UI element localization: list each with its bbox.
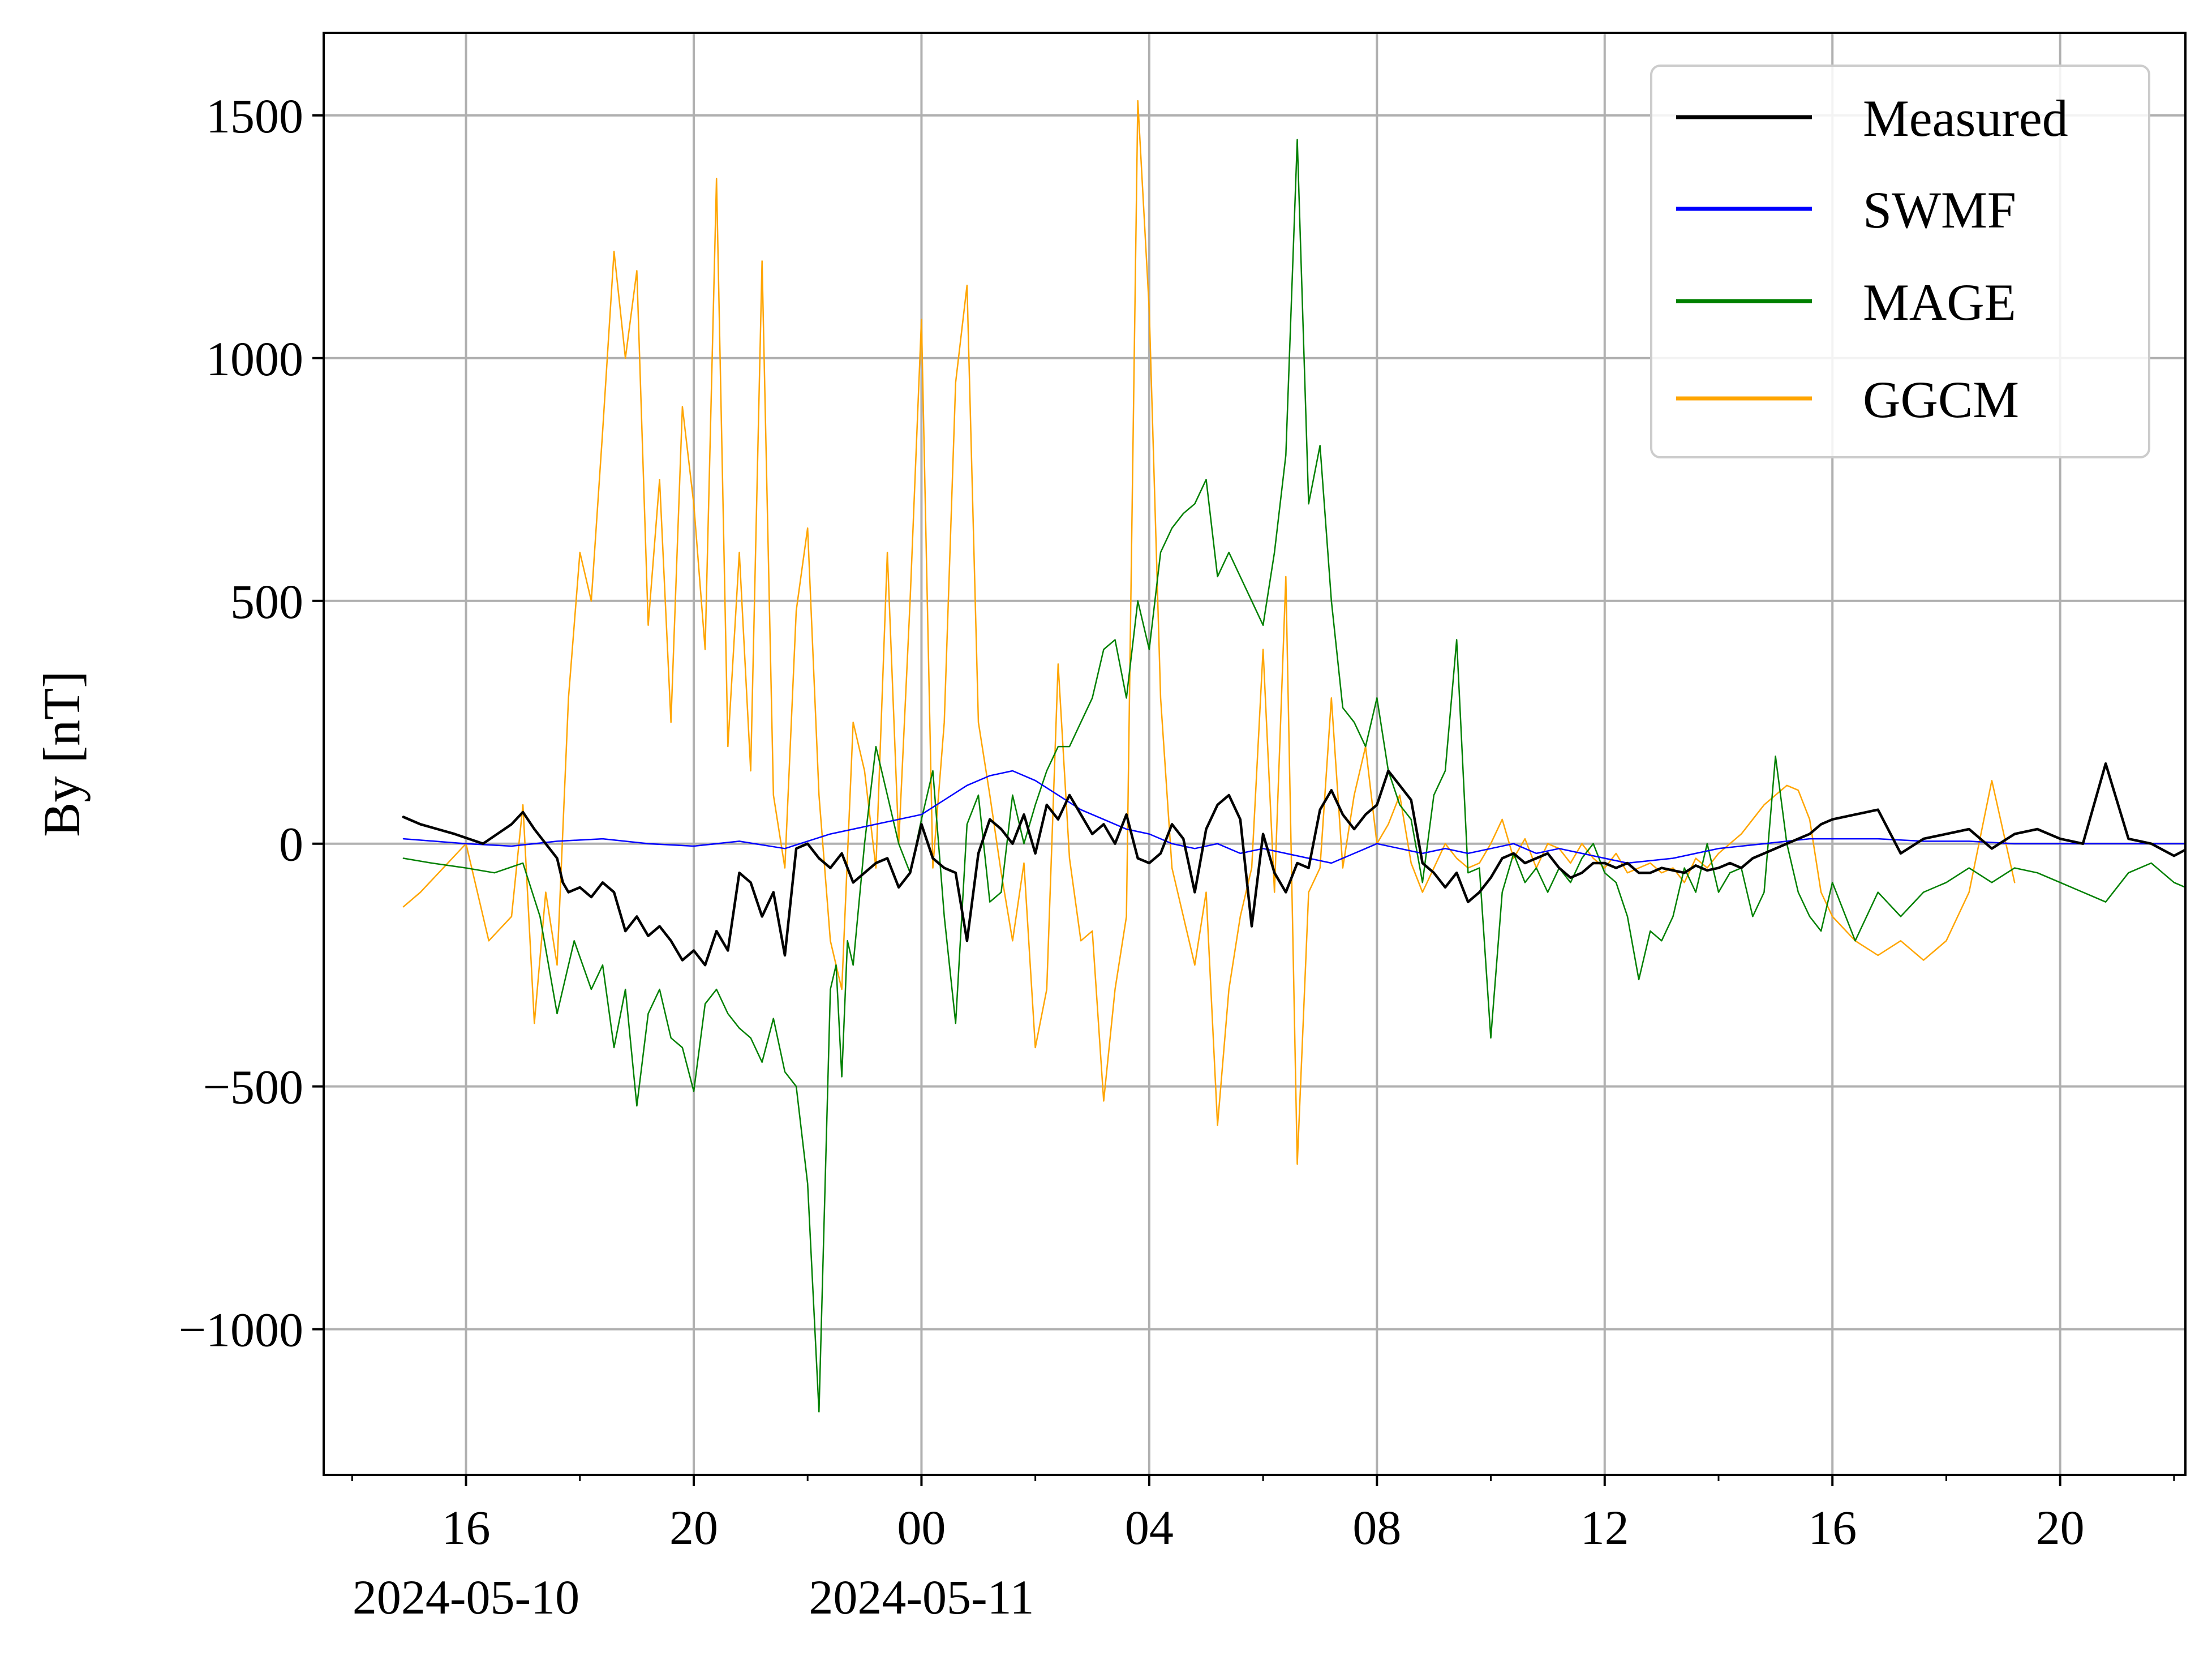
series-group (402, 100, 2185, 1413)
y-tick-label: 1500 (206, 89, 303, 143)
x-tick-label: 00 (897, 1500, 946, 1555)
x-tick-label: 08 (1352, 1500, 1401, 1555)
y-tick-label: −1000 (178, 1303, 303, 1357)
y-tick-label: 1000 (206, 332, 303, 386)
grid (324, 33, 2185, 1475)
series-line-measured (402, 762, 2185, 967)
legend-frame (1650, 65, 2150, 458)
legend-label-mage: MAGE (1863, 273, 2016, 331)
y-tick-label: 0 (279, 817, 303, 872)
x-tick-label: 04 (1125, 1500, 1174, 1555)
plot-area-frame (323, 32, 2187, 1476)
series-line-ggcm (402, 100, 2016, 1165)
x-date-label: 2024-05-10 (353, 1570, 579, 1624)
series-line-swmf (402, 770, 2185, 864)
legend-label-measured: Measured (1863, 89, 2068, 147)
legend-label-ggcm: GGCM (1863, 371, 2019, 428)
x-tick-label: 12 (1580, 1500, 1629, 1555)
x-tick-label: 16 (442, 1500, 491, 1555)
x-tick-label: 20 (669, 1500, 718, 1555)
y-axis-label: By [nT] (33, 671, 91, 837)
x-date-label: 2024-05-11 (809, 1570, 1034, 1624)
series-line-mage (402, 139, 2185, 1413)
y-tick-label: 500 (230, 574, 303, 629)
legend-label-swmf: SWMF (1863, 181, 2016, 239)
legend: Measured SWMF MAGE GGCM (1650, 65, 2150, 458)
x-tick-label: 20 (2036, 1500, 2085, 1555)
y-tick-label: −500 (203, 1060, 303, 1114)
x-tick-label: 16 (1808, 1500, 1857, 1555)
